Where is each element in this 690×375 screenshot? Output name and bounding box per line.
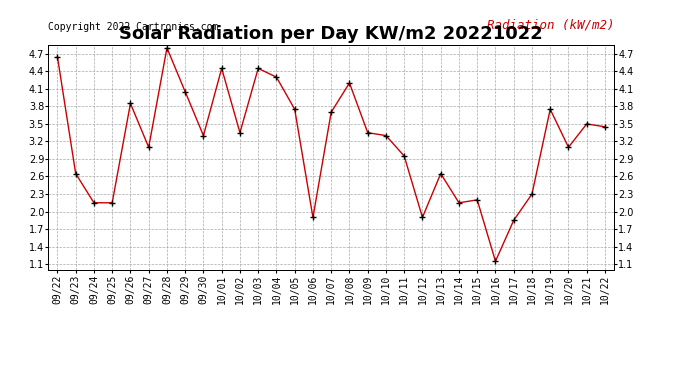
Text: Radiation (kW/m2): Radiation (kW/m2): [486, 18, 614, 32]
Title: Solar Radiation per Day KW/m2 20221022: Solar Radiation per Day KW/m2 20221022: [119, 26, 543, 44]
Text: Copyright 2022 Cartronics.com: Copyright 2022 Cartronics.com: [48, 21, 219, 32]
